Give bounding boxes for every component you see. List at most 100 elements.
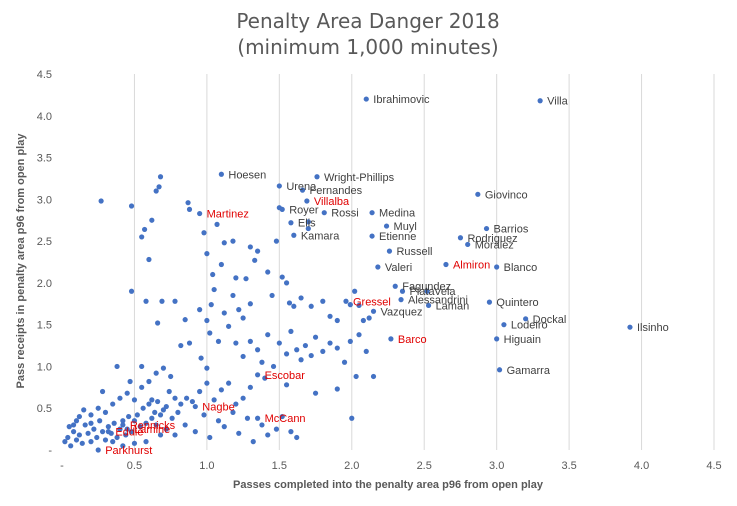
data-point <box>70 429 77 435</box>
data-points <box>62 96 633 453</box>
data-point <box>298 357 304 363</box>
data-point <box>143 439 149 445</box>
data-point <box>99 388 106 395</box>
point-label: Lamine <box>134 424 170 436</box>
data-point <box>186 340 193 346</box>
data-point <box>127 378 133 385</box>
data-point <box>356 332 362 338</box>
data-point <box>221 424 227 430</box>
y-tick-label: - <box>48 445 52 457</box>
data-point <box>240 395 246 401</box>
data-point <box>230 409 236 415</box>
data-point <box>312 390 319 396</box>
data-point <box>149 397 155 403</box>
data-point-labeled <box>392 283 398 289</box>
data-point <box>143 298 149 304</box>
data-point <box>341 359 348 365</box>
data-point-labeled <box>124 426 130 432</box>
data-point <box>247 338 253 344</box>
data-point-labeled <box>375 264 381 270</box>
point-label: Higuain <box>504 334 541 346</box>
data-point <box>82 422 88 428</box>
point-label: Elis <box>298 218 316 230</box>
data-point <box>159 298 165 304</box>
data-point <box>366 315 372 321</box>
data-point-labeled <box>425 302 432 309</box>
data-point <box>279 413 285 420</box>
data-point <box>156 184 162 190</box>
x-tick-label: 3.0 <box>489 460 504 472</box>
data-point <box>149 415 155 421</box>
data-point <box>76 432 82 438</box>
data-point <box>94 434 100 441</box>
data-point <box>286 300 293 306</box>
data-point <box>233 401 239 407</box>
point-label: Quintero <box>496 297 538 309</box>
data-point <box>153 370 159 376</box>
data-point <box>221 240 227 246</box>
point-label: Barco <box>398 334 427 346</box>
x-axis-title: Passes completed into the penalty area p… <box>233 479 544 491</box>
data-point <box>131 440 138 446</box>
point-label: Lodeiro <box>511 320 548 332</box>
x-tick-label: 3.5 <box>561 460 576 472</box>
x-tick-label: 0.5 <box>127 460 142 472</box>
data-point-labeled <box>465 241 471 248</box>
x-axis-ticks: - 0.5 1.0 1.5 2.0 2.5 3.0 3.5 4.0 4.5 <box>60 460 721 472</box>
data-point <box>312 334 319 340</box>
data-point <box>347 338 353 344</box>
data-point <box>265 269 271 275</box>
data-point <box>178 342 184 349</box>
data-point <box>98 198 104 204</box>
data-point <box>204 365 210 371</box>
point-label: Vela <box>434 286 456 298</box>
data-point <box>172 395 178 401</box>
data-point-labeled <box>314 174 320 180</box>
data-point-labeled <box>494 264 500 270</box>
data-point <box>189 398 195 405</box>
data-point <box>201 230 207 236</box>
data-point <box>139 384 145 390</box>
data-point <box>204 251 210 257</box>
data-point <box>91 426 97 432</box>
point-label: Nagbe <box>202 402 234 414</box>
data-point <box>146 256 152 263</box>
data-point <box>279 274 285 280</box>
data-point <box>182 422 188 428</box>
data-point <box>66 424 72 430</box>
data-point <box>182 317 188 323</box>
data-point <box>218 387 224 393</box>
data-point-labeled <box>443 261 449 268</box>
point-label: Eddie <box>115 427 143 439</box>
data-point <box>226 323 232 329</box>
data-point <box>175 409 181 415</box>
data-point <box>294 347 300 353</box>
data-point <box>139 363 145 370</box>
data-point <box>97 418 103 424</box>
data-point <box>99 429 106 435</box>
data-point-labeled <box>370 308 377 314</box>
data-point <box>288 429 294 435</box>
point-label: Moralez <box>475 239 514 251</box>
data-point <box>114 363 120 370</box>
data-point <box>166 388 172 395</box>
data-point <box>276 340 282 346</box>
data-point <box>88 412 94 418</box>
data-point <box>210 271 216 278</box>
data-point-labeled <box>496 367 503 373</box>
data-point-labeled <box>291 232 297 238</box>
data-point <box>157 412 164 418</box>
point-label: Royer <box>289 204 319 216</box>
data-point-labeled <box>255 372 261 378</box>
point-label: Ibrahimovic <box>373 94 430 106</box>
data-point <box>252 257 258 263</box>
data-point-labeled <box>255 415 261 421</box>
x-tick-label: 4.5 <box>706 460 721 472</box>
data-point <box>353 373 359 380</box>
data-point <box>233 340 239 346</box>
data-point <box>259 422 265 428</box>
chart-title: Penalty Area Danger 2018 <box>236 9 499 33</box>
data-point <box>81 407 87 413</box>
data-point-labeled <box>218 171 224 177</box>
